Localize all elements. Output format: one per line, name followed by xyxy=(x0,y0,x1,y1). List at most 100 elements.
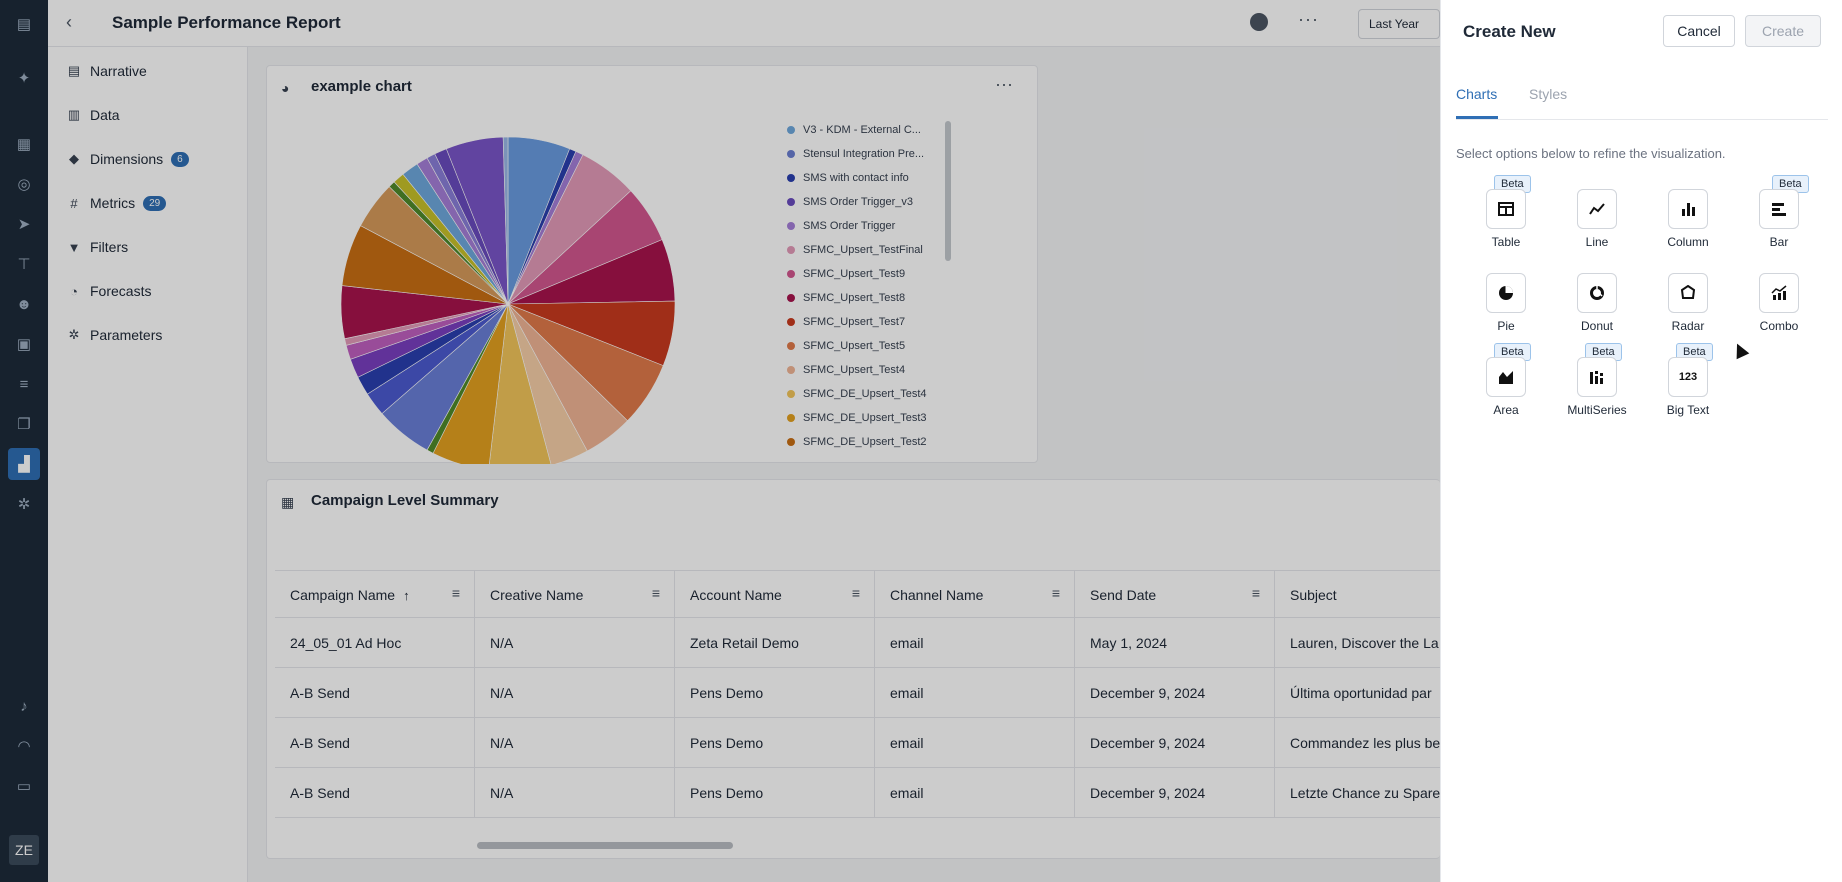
create-button[interactable]: Create xyxy=(1745,15,1821,47)
chart-option-donut[interactable]: Donut xyxy=(1552,273,1642,343)
tab-charts[interactable]: Charts xyxy=(1456,86,1498,102)
table-icon[interactable] xyxy=(1486,189,1526,229)
big-text-icon[interactable]: 123 xyxy=(1668,357,1708,397)
column-header-send-date[interactable]: Send Date ≡ xyxy=(1075,571,1275,619)
chart-option-area[interactable]: Beta Area xyxy=(1461,343,1551,427)
narrative-icon: ▤ xyxy=(67,63,81,78)
table-row[interactable]: 24_05_01 Ad Hoc N/A Zeta Retail Demo ema… xyxy=(275,618,1441,668)
column-chart-icon[interactable] xyxy=(1668,189,1708,229)
sidebar-item-filters[interactable]: ▼ Filters xyxy=(66,235,129,259)
settings-icon[interactable]: ✲ xyxy=(17,496,31,513)
legend-item[interactable]: SMS Order Trigger_v3 xyxy=(787,190,1007,214)
chart-option-multiseries[interactable]: Beta MultiSeries xyxy=(1552,343,1642,427)
legend-item[interactable]: V3 - KDM - External C... xyxy=(787,118,1007,142)
chart-option-big-text[interactable]: Beta 123 Big Text xyxy=(1643,343,1733,427)
users-icon[interactable]: ☻ xyxy=(16,295,32,313)
chart-option-radar[interactable]: Radar xyxy=(1643,273,1733,343)
table-horizontal-scrollbar[interactable] xyxy=(477,842,733,849)
sort-asc-icon[interactable]: ↑ xyxy=(403,588,410,603)
legend-item[interactable]: Stensul Integration Pre... xyxy=(787,142,1007,166)
chart-option-line[interactable]: Line xyxy=(1552,189,1642,259)
legend-item[interactable]: SFMC_Upsert_Test7 xyxy=(787,310,1007,334)
legend-item[interactable]: SFMC_Upsert_Test9 xyxy=(787,262,1007,286)
pie-slice[interactable] xyxy=(507,303,588,464)
legend-item[interactable]: SMS Order Trigger xyxy=(787,214,1007,238)
bar-chart-icon[interactable] xyxy=(1759,189,1799,229)
combo-chart-icon[interactable] xyxy=(1759,273,1799,313)
filter-icon[interactable]: ≡ xyxy=(1251,585,1260,601)
sidebar-item-dimensions[interactable]: ◆ Dimensions 6 xyxy=(66,147,189,171)
pie-chart-icon[interactable] xyxy=(1486,273,1526,313)
legend-item[interactable]: SFMC_DE_Upsert_Test3 xyxy=(787,406,1007,430)
sidebar-item-narrative[interactable]: ▤ Narrative xyxy=(66,59,147,83)
multiseries-chart-icon[interactable] xyxy=(1577,357,1617,397)
modal-backdrop[interactable] xyxy=(0,0,1440,882)
grid-icon[interactable]: ▦ xyxy=(16,136,32,153)
chart-option-pie[interactable]: Pie xyxy=(1461,273,1551,343)
compass-icon[interactable] xyxy=(1250,13,1268,31)
legend-item[interactable]: SFMC_Upsert_Test5 xyxy=(787,334,1007,358)
calendar-icon[interactable]: ▣ xyxy=(16,336,32,353)
column-header-account-name[interactable]: Account Name ≡ xyxy=(675,571,875,619)
column-header-channel-name[interactable]: Channel Name ≡ xyxy=(875,571,1075,619)
chart-option-combo[interactable]: Combo xyxy=(1734,273,1824,343)
donut-chart-icon[interactable] xyxy=(1577,273,1617,313)
bell-icon[interactable]: ♪ xyxy=(20,697,28,715)
filter-icon[interactable]: ≡ xyxy=(451,585,460,601)
sidebar-item-forecasts[interactable]: ◔ Forecasts xyxy=(66,279,151,303)
legend-item[interactable]: SFMC_Upsert_Test4 xyxy=(787,358,1007,382)
date-range-select[interactable]: Last Year xyxy=(1358,9,1440,39)
table-row[interactable]: A-B Send N/A Pens Demo email December 9,… xyxy=(275,668,1441,718)
pie-slice[interactable] xyxy=(502,136,509,305)
legend-item[interactable]: SFMC_Upsert_TestFinal xyxy=(787,238,1007,262)
legend-scrollbar[interactable] xyxy=(945,121,951,261)
column-header-campaign-name[interactable]: Campaign Name ↑ ≡ xyxy=(275,571,475,619)
filter-icon[interactable]: ≡ xyxy=(651,585,660,601)
chart-option-column[interactable]: Column xyxy=(1643,189,1733,259)
target-icon[interactable]: ◎ xyxy=(17,176,31,193)
layers-icon[interactable]: ❐ xyxy=(17,416,31,433)
org-icon[interactable]: ⊤ xyxy=(17,256,31,273)
filter-icon[interactable]: ≡ xyxy=(851,585,860,601)
area-chart-icon[interactable] xyxy=(1486,357,1526,397)
legend-item[interactable]: SFMC_DE_Upsert_Test4 xyxy=(787,382,1007,406)
chart-card[interactable]: ◕ example chart ··· V3 - KDM - External … xyxy=(266,65,1038,464)
line-chart-icon[interactable] xyxy=(1577,189,1617,229)
table-cell: email xyxy=(875,768,1075,818)
avatar[interactable]: ZE xyxy=(9,835,39,865)
filter-icon[interactable]: ≡ xyxy=(1051,585,1060,601)
more-options-icon[interactable]: ··· xyxy=(1298,9,1319,29)
legend-item[interactable]: SFMC_DE_Upsert_Test2 xyxy=(787,430,1007,454)
legend-swatch xyxy=(787,342,795,350)
table-row[interactable]: A-B Send N/A Pens Demo email December 9,… xyxy=(275,718,1441,768)
legend-label: SFMC_DE_Upsert_Test3 xyxy=(803,412,927,424)
sidebar-item-metrics[interactable]: # Metrics 29 xyxy=(66,191,167,215)
flow-icon[interactable]: ≡ xyxy=(19,375,29,393)
radar-chart-icon[interactable] xyxy=(1668,273,1708,313)
signal-icon[interactable]: ◠ xyxy=(17,738,31,755)
table-row[interactable]: A-B Send N/A Pens Demo email December 9,… xyxy=(275,768,1441,818)
tab-styles[interactable]: Styles xyxy=(1529,86,1568,102)
book-icon[interactable]: ▭ xyxy=(16,778,32,795)
chart-option-bar[interactable]: Beta Bar xyxy=(1734,175,1824,259)
more-options-icon[interactable]: ··· xyxy=(995,74,1013,94)
sidebar-item-data[interactable]: ▥ Data xyxy=(66,103,120,127)
sidebar-item-parameters[interactable]: ✲ Parameters xyxy=(66,323,163,347)
column-header-subject[interactable]: Subject xyxy=(1275,571,1441,619)
back-icon[interactable]: ‹ xyxy=(66,12,72,32)
table-cell: May 1, 2024 xyxy=(1075,618,1275,668)
column-header-creative-name[interactable]: Creative Name ≡ xyxy=(475,571,675,619)
chart-option-table[interactable]: Beta Table xyxy=(1461,175,1551,259)
column-header-label: Subject xyxy=(1290,587,1337,603)
menu-icon[interactable]: ▤ xyxy=(16,16,32,33)
send-icon[interactable]: ➤ xyxy=(17,216,31,233)
legend-item[interactable]: SFMC_Upsert_Test8 xyxy=(787,286,1007,310)
column-header-label: Campaign Name xyxy=(290,587,396,603)
cancel-button[interactable]: Cancel xyxy=(1663,15,1735,47)
pie-slice[interactable] xyxy=(488,303,552,464)
sparkle-icon[interactable]: ✦ xyxy=(17,70,31,87)
beta-badge: Beta xyxy=(1585,343,1622,361)
legend-item[interactable]: SMS with contact info xyxy=(787,166,1007,190)
analytics-icon[interactable]: ▟ xyxy=(8,448,40,480)
chart-option-label: Table xyxy=(1491,235,1521,249)
